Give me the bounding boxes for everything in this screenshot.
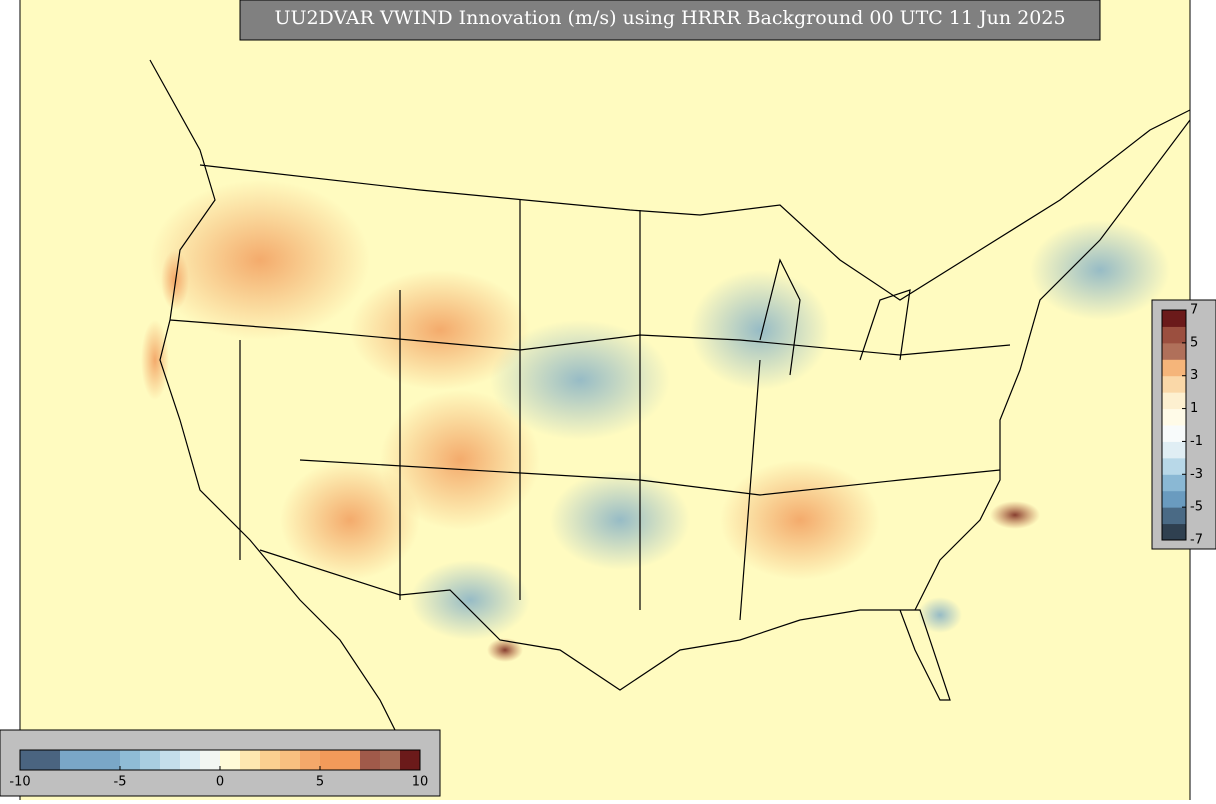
colorbar-segment bbox=[380, 750, 401, 770]
colorbar-segment bbox=[260, 750, 281, 770]
title-box bbox=[239, 0, 1101, 41]
colorbar-tick-label: 3 bbox=[1190, 368, 1198, 383]
colorbar-segment bbox=[180, 750, 201, 770]
colorbar-segment bbox=[40, 750, 61, 770]
colorbar-segment bbox=[1162, 392, 1186, 410]
colorbar-tick-label: 1 bbox=[1190, 401, 1198, 416]
colorbar-segment bbox=[160, 750, 181, 770]
colorbar-segment bbox=[240, 750, 261, 770]
colorbar-segment bbox=[120, 750, 141, 770]
colorbar-segment bbox=[100, 750, 121, 770]
colorbar-segment bbox=[1162, 441, 1186, 459]
colorbar-tick-label: 0 bbox=[216, 775, 224, 790]
colorbar-segment bbox=[1162, 507, 1186, 525]
colorbar-segment bbox=[60, 750, 81, 770]
colorbar-tick-label: 5 bbox=[316, 775, 324, 790]
colorbar-tick-label: 7 bbox=[1190, 303, 1198, 318]
colorbar-segment bbox=[400, 750, 421, 770]
colorbar-segment bbox=[140, 750, 161, 770]
colorbar-tick-label: -10 bbox=[9, 775, 30, 790]
colorbar-segment bbox=[80, 750, 101, 770]
map-title: UU2DVAR VWIND Innovation (m/s) using HRR… bbox=[274, 7, 1065, 29]
colorbar-segment bbox=[20, 750, 41, 770]
colorbar-segment bbox=[340, 750, 361, 770]
colorbar-segment bbox=[1162, 490, 1186, 508]
colorbar-tick-label: 10 bbox=[412, 775, 429, 790]
colorbar-tick-label: -3 bbox=[1190, 467, 1203, 482]
colorbar-tick-label: 5 bbox=[1190, 335, 1198, 350]
colorbar-outline bbox=[1161, 309, 1187, 541]
boundaries bbox=[149, 59, 1191, 781]
colorbar-segment bbox=[1162, 359, 1186, 377]
colorbar-segment bbox=[300, 750, 321, 770]
colorbar-segment bbox=[200, 750, 221, 770]
colorbar-segment bbox=[320, 750, 341, 770]
colorbar-tick-label: -5 bbox=[1190, 500, 1203, 515]
colorbar-segment bbox=[220, 750, 241, 770]
colorbar-tick-label: -7 bbox=[1190, 533, 1203, 548]
innovation-field bbox=[141, 180, 1170, 662]
colorbar-tick-label: -5 bbox=[114, 775, 127, 790]
colorbar-segment bbox=[1162, 457, 1186, 475]
colorbar-segment bbox=[1162, 375, 1186, 393]
colorbar-segment bbox=[1162, 326, 1186, 344]
colorbar-segment bbox=[1162, 408, 1186, 426]
colorbar-tick-label: -1 bbox=[1190, 434, 1203, 449]
colorbar-segment bbox=[1162, 310, 1186, 327]
colorbar-segment bbox=[1162, 474, 1186, 492]
colorbar-segment bbox=[1162, 342, 1186, 360]
colorbar-segment bbox=[1162, 523, 1186, 541]
colorbar-segment bbox=[360, 750, 381, 770]
colorbar-segment bbox=[1162, 425, 1186, 442]
colorbar-segment bbox=[280, 750, 301, 770]
